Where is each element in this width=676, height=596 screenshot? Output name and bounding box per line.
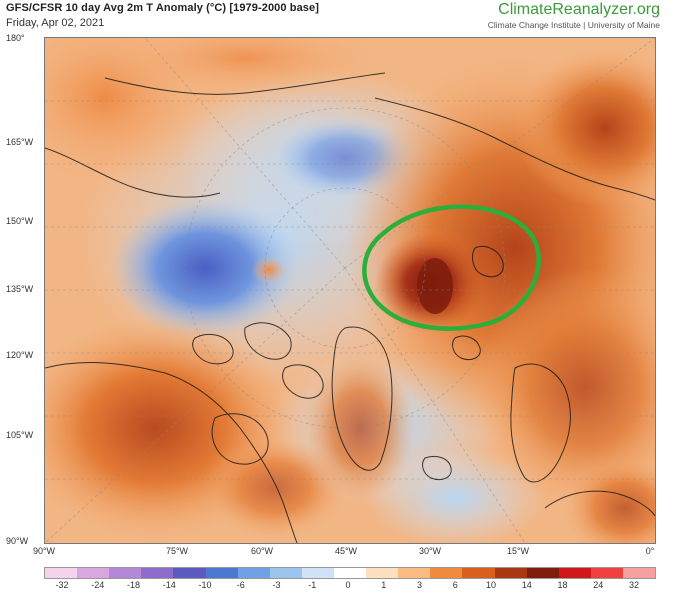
legend-tick-label: 14 <box>521 580 532 590</box>
highlight-ellipse <box>362 204 541 331</box>
legend-tick-label: 32 <box>628 580 640 590</box>
legend-swatch <box>398 568 431 578</box>
legend-tick-label: 24 <box>593 580 604 590</box>
legend-swatch <box>269 568 302 578</box>
anomaly-map <box>44 37 656 544</box>
legend-swatch <box>622 568 656 578</box>
legend-tick-label: 18 <box>557 580 568 590</box>
legend-tick-label: 6 <box>452 580 458 590</box>
legend-tick-label: -3 <box>272 580 281 590</box>
brand-logo[interactable]: ClimateReanalyzer.org <box>498 1 660 18</box>
lat-label: 180° <box>6 33 25 43</box>
map-title: GFS/CFSR 10 day Avg 2m T Anomaly (°C) [1… <box>6 2 320 14</box>
legend-tick-label: -24 <box>91 580 105 590</box>
legend-tick-label: -32 <box>55 580 69 590</box>
map-canvas <box>45 38 655 543</box>
legend-swatch <box>301 568 334 578</box>
legend-swatch <box>45 568 78 578</box>
lat-label: 90°W <box>6 536 29 546</box>
legend-tick-label: 3 <box>416 580 423 590</box>
legend-swatch <box>333 568 367 578</box>
legend-swatch <box>558 568 591 578</box>
map-date: Friday, Apr 02, 2021 <box>6 17 105 29</box>
lon-label: 0° <box>645 546 655 556</box>
lon-label: 60°W <box>250 546 274 556</box>
lon-label: 75°W <box>165 546 189 556</box>
lat-label: 165°W <box>6 137 34 147</box>
lon-label: 30°W <box>418 546 442 556</box>
lon-label: 90°W <box>32 546 56 556</box>
legend-swatch <box>109 568 142 578</box>
lat-label: 120°W <box>6 350 34 360</box>
legend-swatch <box>366 568 399 578</box>
legend-swatch <box>526 568 559 578</box>
legend-tick-label: -10 <box>198 580 212 590</box>
legend-swatch <box>430 568 463 578</box>
lon-label: 45°W <box>334 546 358 556</box>
legend-swatch <box>590 568 623 578</box>
legend-tick-label: -1 <box>308 580 317 590</box>
legend-swatch <box>494 568 527 578</box>
legend-swatch <box>141 568 174 578</box>
brand-subtitle: Climate Change Institute | University of… <box>487 20 660 30</box>
legend-swatch <box>173 568 206 578</box>
lat-label: 135°W <box>6 284 34 294</box>
lat-label: 105°W <box>6 430 34 440</box>
legend-tick-label: -18 <box>126 580 141 590</box>
legend-swatch <box>205 568 238 578</box>
legend-tick-label: -14 <box>162 580 176 590</box>
legend-tick-label: 0 <box>345 580 351 590</box>
legend-tick-label: -6 <box>236 580 245 590</box>
lon-label: 15°W <box>506 546 530 556</box>
legend-tick-label: 1 <box>381 580 387 590</box>
lat-label: 150°W <box>6 216 34 226</box>
legend-tick-label: 10 <box>485 580 497 590</box>
legend-swatch <box>237 568 270 578</box>
color-legend <box>44 567 656 579</box>
legend-swatch <box>77 568 110 578</box>
legend-swatch <box>462 568 495 578</box>
